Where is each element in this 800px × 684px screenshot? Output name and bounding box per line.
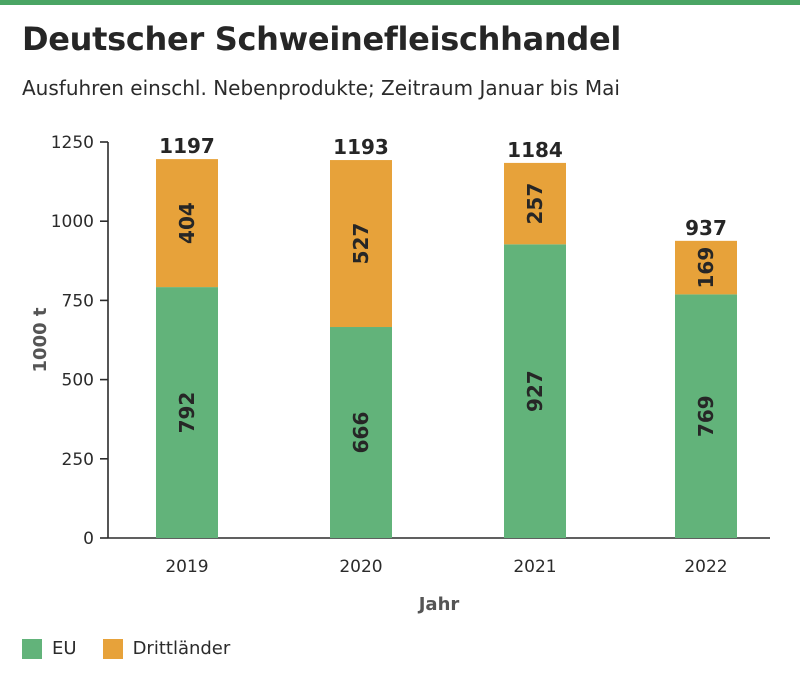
- legend-swatch-drittlaender: [102, 638, 123, 659]
- top-accent-bar: [0, 0, 800, 5]
- legend-item-eu: EU: [22, 638, 77, 659]
- bar-eu-2020: [330, 327, 392, 538]
- total-label-2021: 1184: [507, 138, 563, 162]
- bar-label-eu-2019: 792: [175, 392, 199, 434]
- bar-label-drittlaender-2021: 257: [523, 183, 547, 225]
- x-axis-title: Jahr: [417, 594, 460, 615]
- y-tick-label-500: 500: [62, 371, 94, 391]
- bar-eu-2021: [504, 244, 566, 538]
- bar-label-eu-2021: 927: [523, 370, 547, 412]
- y-axis-title: 1000 t: [30, 307, 51, 372]
- y-tick-label-0: 0: [83, 529, 94, 549]
- bar-drittlaender-2022: [675, 240, 737, 295]
- total-label-2022: 937: [685, 216, 727, 240]
- x-tick-label-2022: 2022: [684, 557, 727, 577]
- bar-eu-2022: [675, 294, 737, 538]
- bar-label-drittlaender-2022: 169: [694, 247, 718, 289]
- bar-eu-2019: [156, 287, 218, 538]
- bar-drittlaender-2021: [504, 162, 566, 245]
- total-label-2020: 1193: [333, 135, 389, 159]
- legend-label-eu: EU: [52, 638, 77, 659]
- bar-label-eu-2020: 666: [349, 412, 373, 454]
- chart-title: Deutscher Schweinefleischhandel: [22, 20, 622, 58]
- y-tick-label-1250: 1250: [51, 133, 94, 153]
- bar-drittlaender-2020: [330, 160, 392, 328]
- total-label-2019: 1197: [159, 134, 215, 158]
- y-tick-label-1000: 1000: [51, 212, 94, 232]
- bar-drittlaender-2019: [156, 159, 218, 288]
- y-tick-label-250: 250: [62, 450, 94, 470]
- x-tick-label-2019: 2019: [165, 557, 208, 577]
- legend-label-drittlaender: Drittländer: [132, 638, 231, 659]
- legend-swatch-eu: [22, 638, 42, 659]
- stacked-bar-chart: 0 250 500 750 1000 1250 1000 t 792 404 1197 2019 66…: [30, 133, 770, 615]
- legend-item-drittlaender: Drittländer: [102, 638, 231, 659]
- x-tick-label-2020: 2020: [339, 557, 382, 577]
- legend: EU Drittländer: [22, 638, 256, 659]
- bar-label-eu-2022: 769: [694, 395, 718, 437]
- x-tick-label-2021: 2021: [513, 557, 556, 577]
- y-tick-label-750: 750: [62, 291, 94, 311]
- bar-label-drittlaender-2019: 404: [175, 202, 199, 244]
- bar-label-drittlaender-2020: 527: [349, 223, 373, 265]
- chart-subtitle: Ausfuhren einschl. Nebenprodukte; Zeitra…: [22, 76, 620, 100]
